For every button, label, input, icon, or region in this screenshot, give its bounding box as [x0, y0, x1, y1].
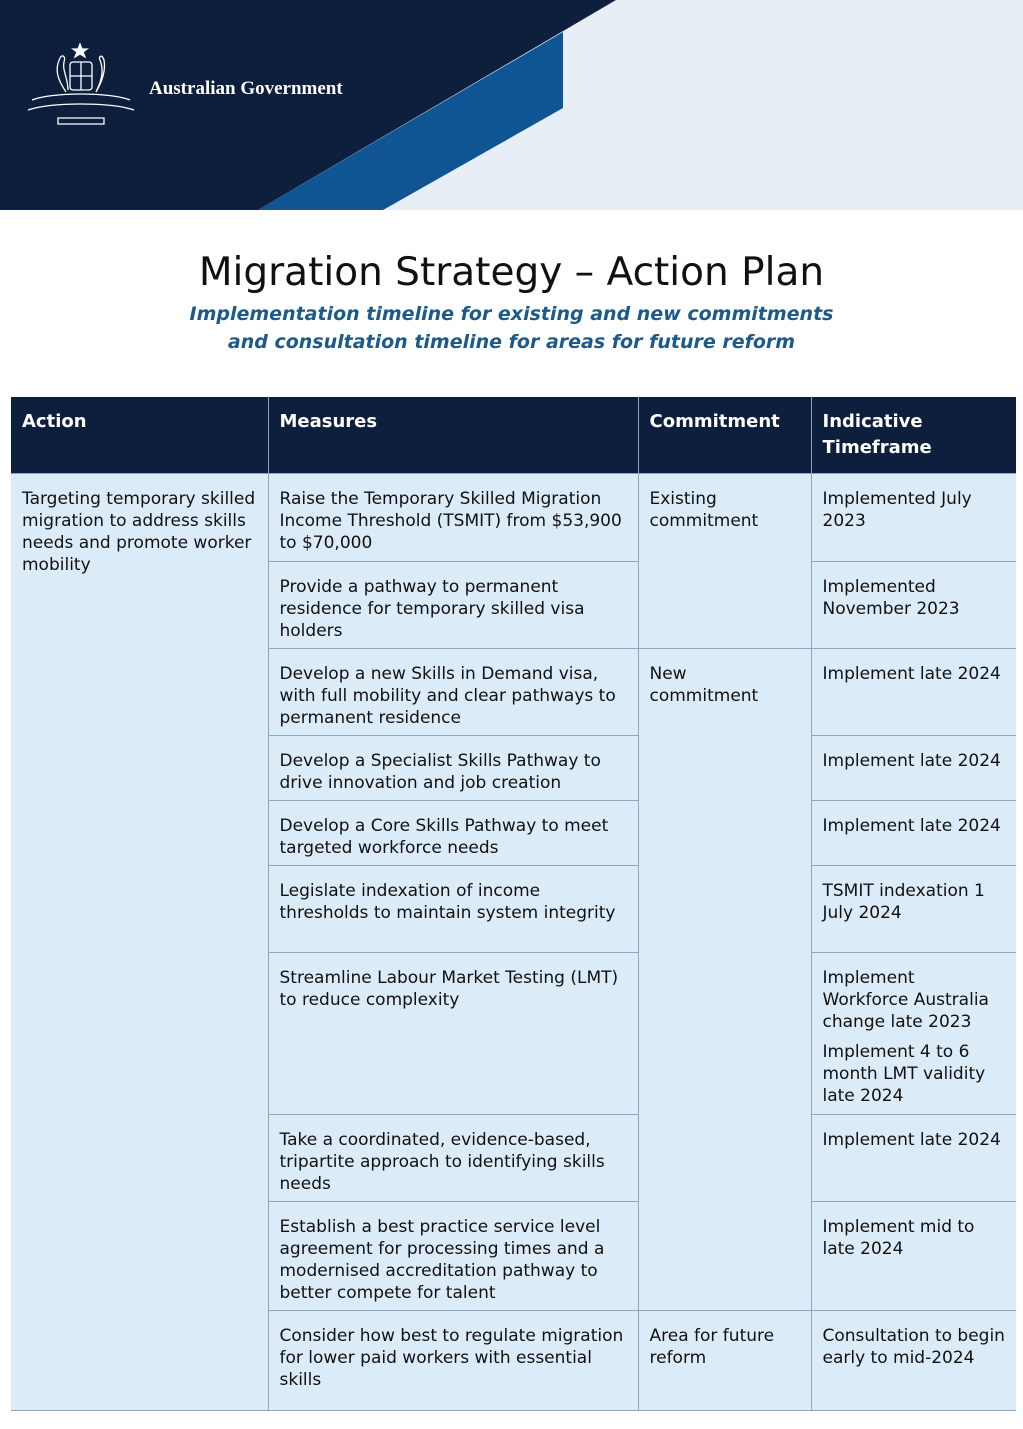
timeframe-cell: Implement late 2024 — [810, 800, 1016, 866]
banner-graphic — [0, 0, 1023, 210]
table-row: Streamline Labour Market Testing (LMT) t… — [11, 952, 1016, 1115]
header-action: Action — [11, 397, 268, 474]
timeframe-cell: Implement late 2024 — [810, 1114, 1016, 1202]
table-row: Legislate indexation of income threshold… — [11, 865, 1016, 953]
page-title: Migration Strategy – Action Plan — [198, 250, 825, 295]
table-row: Develop a new Skills in Demand visa, wit… — [11, 648, 1016, 1311]
header-banner: Australian Government — [0, 0, 1023, 210]
timeframe-cell: TSMIT indexation 1 July 2024 — [810, 865, 1016, 953]
timeframe-cell: Implemented November 2023 — [810, 561, 1016, 649]
table-header-row: Action Measures Commitment Indicative Ti… — [11, 397, 1016, 474]
measure-cell: Streamline Labour Market Testing (LMT) t… — [267, 952, 639, 1115]
timeframe-cell: Implement mid to late 2024 — [810, 1201, 1016, 1311]
measure-cell: Take a coordinated, evidence-based, trip… — [267, 1114, 639, 1202]
page-subtitle: Implementation timeline for existing and… — [0, 300, 1023, 356]
commitment-cell: Area for future reform — [637, 1310, 812, 1411]
measure-cell: Legislate indexation of income threshold… — [267, 865, 639, 953]
action-cell: Targeting temporary skilled migration to… — [11, 473, 269, 1411]
subtitle-line-2: and consultation timeline for areas for … — [227, 331, 796, 353]
action-plan-table: Action Measures Commitment Indicative Ti… — [11, 397, 1016, 1411]
organisation-name: Australian Government — [149, 78, 343, 99]
table-row: Targeting temporary skilled migration to… — [11, 473, 1016, 1411]
coat-of-arms-icon — [27, 42, 135, 125]
measure-cell: Consider how best to regulate migration … — [267, 1310, 639, 1411]
measure-cell: Raise the Temporary Skilled Migration In… — [267, 473, 639, 562]
header-timeframe: Indicative Timeframe — [810, 397, 1016, 474]
table-row: Take a coordinated, evidence-based, trip… — [11, 1114, 1016, 1202]
commitment-cell: New commitment — [637, 648, 812, 1311]
measure-cell: Develop a new Skills in Demand visa, wit… — [267, 648, 639, 736]
measure-cell: Establish a best practice service level … — [267, 1201, 639, 1311]
timeframe-item: Implement Workforce Australia change lat… — [822, 968, 989, 1032]
header-commitment: Commitment — [637, 397, 811, 474]
measure-cell: Provide a pathway to permanent residence… — [267, 561, 639, 649]
commitment-cell: Existing commitment — [637, 473, 812, 649]
timeframe-cell: Implement late 2024 — [810, 735, 1016, 801]
table-row: Develop a Core Skills Pathway to meet ta… — [11, 800, 1016, 866]
measure-cell: Develop a Specialist Skills Pathway to d… — [267, 735, 639, 801]
table-row: Establish a best practice service level … — [11, 1201, 1016, 1311]
timeframe-cell: Implement Workforce Australia change lat… — [810, 952, 1016, 1115]
timeframe-cell: Implemented July 2023 — [810, 473, 1016, 562]
timeframe-item: Implement 4 to 6 month LMT validity late… — [822, 1042, 986, 1106]
header-measures: Measures — [267, 397, 638, 474]
timeframe-cell: Consultation to begin early to mid-2024 — [810, 1310, 1016, 1411]
table-row: Consider how best to regulate migration … — [11, 1310, 1016, 1411]
table-row: Develop a Specialist Skills Pathway to d… — [11, 735, 1016, 801]
subtitle-line-1: Implementation timeline for existing and… — [189, 303, 834, 325]
measure-cell: Develop a Core Skills Pathway to meet ta… — [267, 800, 639, 866]
timeframe-cell: Implement late 2024 — [810, 648, 1016, 736]
